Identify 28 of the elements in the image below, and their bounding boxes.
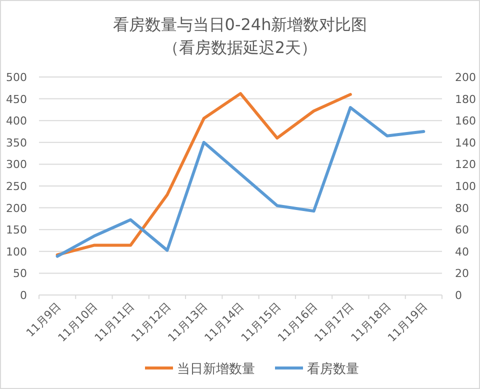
y2-tick-label: 160	[455, 114, 476, 128]
y2-tick-label: 200	[455, 71, 476, 84]
line-series	[56, 92, 352, 256]
y2-tick-label: 80	[455, 202, 469, 215]
y-tick-label: 250	[6, 180, 27, 193]
y2-tick-label: 0	[455, 289, 462, 302]
y-tick-label: 50	[13, 267, 27, 280]
chart-title: 看房数量与当日0-24h新增数对比图	[112, 15, 368, 34]
y-tick-label: 200	[6, 202, 27, 215]
y2-tick-label: 140	[455, 136, 476, 150]
y2-tick-label: 20	[455, 267, 469, 280]
chart-subtitle: （看房数据延迟2天）	[162, 38, 318, 57]
y-tick-label: 500	[6, 71, 27, 84]
y2-tick-label: 60	[455, 224, 469, 237]
y2-tick-label: 100	[455, 180, 476, 193]
y-tick-label: 100	[6, 245, 27, 258]
y-tick-label: 150	[6, 224, 27, 237]
line-series	[56, 106, 426, 258]
y2-tick-label: 120	[455, 158, 476, 172]
legend-label: 当日新增数量	[177, 362, 255, 377]
y-tick-label: 0	[20, 289, 27, 302]
y-tick-label: 300	[6, 158, 27, 172]
y2-tick-label: 40	[455, 245, 469, 258]
y2-tick-label: 180	[455, 92, 476, 106]
y-tick-label: 450	[6, 92, 27, 106]
y-tick-label: 400	[6, 114, 27, 128]
legend-label: 看房数量	[307, 361, 359, 377]
y-tick-label: 350	[6, 136, 27, 150]
